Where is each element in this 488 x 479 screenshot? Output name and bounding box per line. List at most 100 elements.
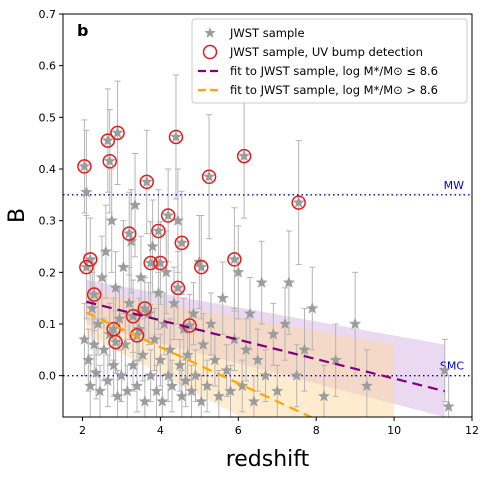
data-star	[134, 271, 148, 283]
data-star	[121, 384, 134, 397]
y-tick-label: 0.6	[39, 60, 57, 73]
data-star	[169, 130, 183, 143]
data-star	[171, 281, 185, 294]
x-axis-label: redshift	[226, 447, 310, 472]
data-star	[146, 240, 159, 252]
data-star	[144, 369, 157, 381]
data-star	[93, 384, 107, 397]
data-star	[238, 149, 251, 162]
data-star	[82, 353, 95, 366]
bump-circle	[201, 169, 217, 184]
bump-circle	[227, 252, 242, 267]
data-star	[200, 379, 214, 392]
data-star	[183, 319, 196, 331]
data-star	[88, 288, 101, 300]
data-star	[113, 312, 126, 325]
data-star	[163, 343, 177, 356]
data-star	[271, 384, 284, 397]
bump-circle	[110, 125, 125, 141]
plot-frame	[62, 13, 473, 418]
bump-circles	[77, 125, 306, 350]
data-star	[208, 353, 222, 366]
data-star	[105, 214, 118, 226]
y-tick-label: 0.0	[39, 370, 57, 383]
legend-box	[191, 18, 468, 104]
data-star	[438, 364, 451, 376]
data-star	[123, 227, 136, 239]
legend: JWST sample JWST sample, UV bump detectio…	[191, 18, 468, 104]
y-tick-label: 0.5	[39, 111, 57, 124]
data-star	[216, 291, 229, 304]
x-tick-label: 12	[465, 424, 479, 437]
data-star	[80, 185, 93, 198]
legend-label-fit_low: fit to JWST sample, log M*/M⊙ ≤ 8.6	[230, 64, 438, 78]
bump-circle	[100, 133, 116, 148]
x-tick-label: 6	[235, 424, 242, 437]
ref-label-mw: MW	[444, 179, 464, 192]
data-star	[117, 260, 130, 273]
bump-circle	[153, 255, 168, 271]
data-star	[95, 271, 109, 283]
data-star	[156, 395, 169, 407]
data-star	[78, 159, 91, 172]
panel-label: b	[77, 21, 88, 40]
data-star	[126, 358, 140, 371]
data-star	[88, 338, 101, 350]
data-star	[148, 333, 161, 345]
x-tick-label: 4	[157, 424, 164, 437]
legend-circle-icon	[202, 44, 218, 60]
data-star	[162, 369, 175, 381]
data-star	[247, 395, 261, 407]
bump-circle	[194, 259, 209, 275]
data-star	[140, 175, 153, 188]
bump-circle	[83, 252, 98, 267]
data-star	[251, 353, 264, 366]
data-star	[115, 369, 128, 381]
fit-line-fit_high	[85, 311, 314, 417]
data-star	[224, 384, 237, 397]
data-star	[109, 281, 122, 294]
data-star	[220, 364, 233, 376]
data-star	[278, 317, 292, 330]
data-star	[255, 276, 268, 288]
data-star	[90, 366, 103, 379]
x-tick-label: 8	[313, 424, 320, 437]
data-star	[84, 379, 97, 392]
x-tick-label: 10	[387, 424, 401, 437]
data-star	[130, 379, 144, 392]
data-star	[162, 209, 175, 221]
bump-circle	[79, 259, 94, 275]
data-star	[175, 389, 188, 402]
bump-circle	[139, 174, 154, 190]
y-tick-label: 0.4	[39, 163, 57, 176]
bump-circle	[174, 235, 190, 251]
data-star	[128, 198, 142, 211]
bump-circle	[151, 223, 166, 239]
data-star	[138, 302, 151, 314]
bump-circle	[143, 255, 158, 271]
data-star	[290, 369, 303, 381]
data-star	[119, 338, 132, 350]
bump-circle	[121, 226, 137, 241]
data-star	[111, 389, 124, 402]
data-star	[239, 343, 253, 356]
data-star	[292, 196, 305, 208]
bump-circle	[125, 309, 141, 324]
data-star	[91, 317, 105, 330]
y-tick-label: 0.2	[39, 266, 57, 279]
legend-label-sample: JWST sample	[229, 26, 305, 40]
data-star	[204, 317, 218, 330]
data-star	[195, 395, 208, 407]
legend-label-fit_high: fit to JWST sample, log M*/M⊙ > 8.6	[230, 83, 438, 97]
data-star	[195, 260, 208, 273]
legend-star-icon	[204, 27, 216, 38]
data-star	[154, 353, 167, 366]
y-tick-label: 0.3	[39, 215, 57, 228]
y-axis-label: B	[5, 208, 30, 223]
data-star	[202, 170, 216, 182]
data-star	[360, 379, 373, 392]
data-star	[123, 296, 136, 309]
data-star	[86, 302, 99, 314]
y-tick-label: 0.1	[39, 318, 57, 331]
